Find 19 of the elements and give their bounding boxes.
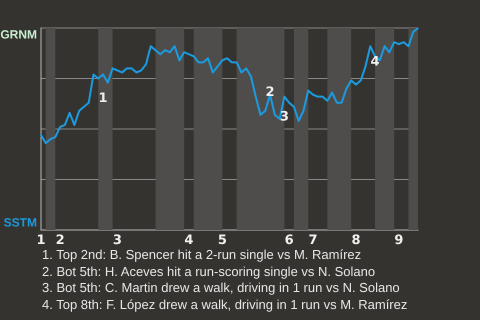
text: 2. Bot 5th: H. Aceves hit a run-scoring single vs N. Solano <box>42 264 376 280</box>
text: GRNM <box>0 27 37 42</box>
x-tick-label: 7 <box>308 233 318 248</box>
text: 1. Top 2nd: B. Spencer hit a 2-run single vs M. Ramírez <box>42 247 362 264</box>
text: 3. Bot 5th: C. Martin drew a walk, driving in 1 run vs N. Solano <box>42 280 401 296</box>
x-tick-label: 9 <box>394 233 404 248</box>
annotation: 1 <box>98 91 108 106</box>
annotation: 4 <box>370 54 380 70</box>
annotation: 2 <box>266 85 275 100</box>
x-tick-label: 6 <box>284 233 294 248</box>
x-tick-label: 1 <box>36 233 46 248</box>
text: SSTM <box>4 215 37 230</box>
annotation: 3 <box>280 109 289 124</box>
x-tick-label: 8 <box>351 233 360 248</box>
x-tick-label: 5 <box>218 233 227 248</box>
x-tick-label: 3 <box>112 233 122 248</box>
x-tick-label: 2 <box>56 233 65 248</box>
x-tick-label: 4 <box>184 233 194 248</box>
text: 4. Top 8th: F. López drew a walk, driving in 1 run vs M. Ramírez <box>42 296 408 313</box>
